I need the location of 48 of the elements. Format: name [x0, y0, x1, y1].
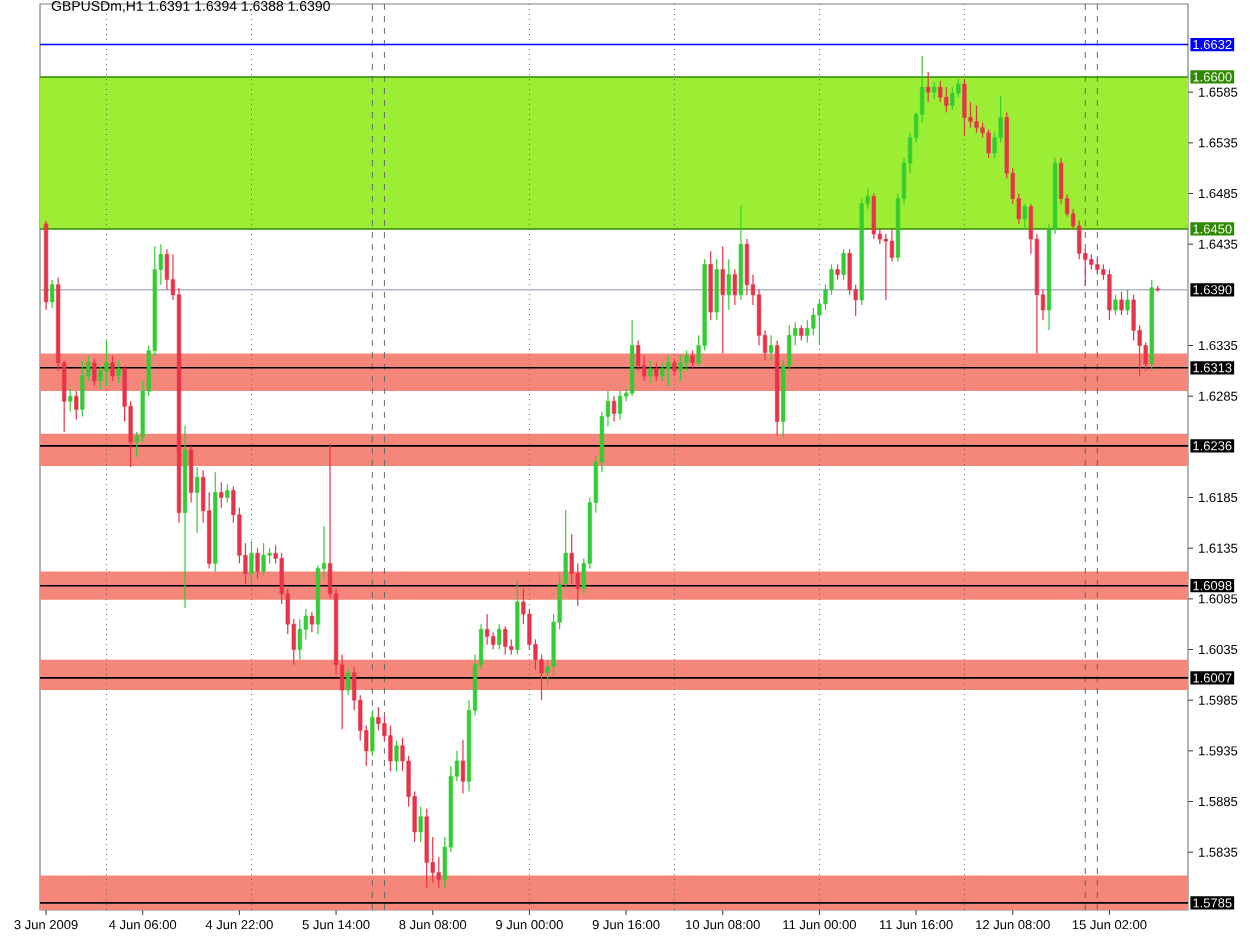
candlestick	[74, 390, 79, 421]
candlestick	[811, 307, 816, 336]
candlestick	[962, 78, 967, 137]
candlestick	[92, 358, 97, 387]
candlestick	[249, 540, 254, 585]
candlestick	[944, 86, 949, 114]
candlestick	[708, 250, 713, 321]
candlestick	[424, 808, 429, 889]
candlestick	[871, 192, 876, 240]
candlestick	[660, 362, 665, 382]
candlestick	[370, 709, 375, 757]
candlestick	[418, 806, 423, 843]
candlestick	[213, 471, 218, 573]
candlestick	[225, 483, 230, 504]
candlestick	[116, 360, 121, 384]
candlestick	[394, 740, 399, 772]
candlestick	[926, 71, 931, 103]
candlestick	[503, 625, 508, 656]
candlestick	[974, 104, 979, 134]
candlestick	[219, 481, 224, 509]
candlestick	[346, 668, 351, 696]
candlestick	[261, 542, 266, 577]
candlestick	[1107, 268, 1112, 321]
candlestick	[68, 388, 73, 412]
candlestick	[690, 349, 695, 370]
candlestick	[1125, 289, 1130, 316]
candlestick	[986, 129, 991, 159]
candlestick	[841, 248, 846, 281]
candlestick	[726, 258, 731, 311]
candlestick	[1119, 291, 1124, 316]
candlestick	[1113, 294, 1118, 316]
candlestick	[648, 360, 653, 384]
candlestick	[1022, 203, 1027, 230]
candlestick	[732, 268, 737, 306]
candlestick	[1149, 279, 1154, 372]
candlestick	[666, 355, 671, 387]
candlestick	[714, 258, 719, 321]
candlestick	[950, 86, 955, 110]
candlestick	[255, 547, 260, 580]
candlestick	[104, 339, 109, 387]
candlestick	[654, 362, 659, 382]
candlestick	[883, 233, 888, 301]
candlestick	[497, 623, 502, 651]
candlestick	[80, 360, 85, 418]
candlestick	[720, 245, 725, 355]
candlestick	[110, 355, 115, 382]
candlestick	[678, 355, 683, 382]
candlestick	[515, 579, 520, 656]
